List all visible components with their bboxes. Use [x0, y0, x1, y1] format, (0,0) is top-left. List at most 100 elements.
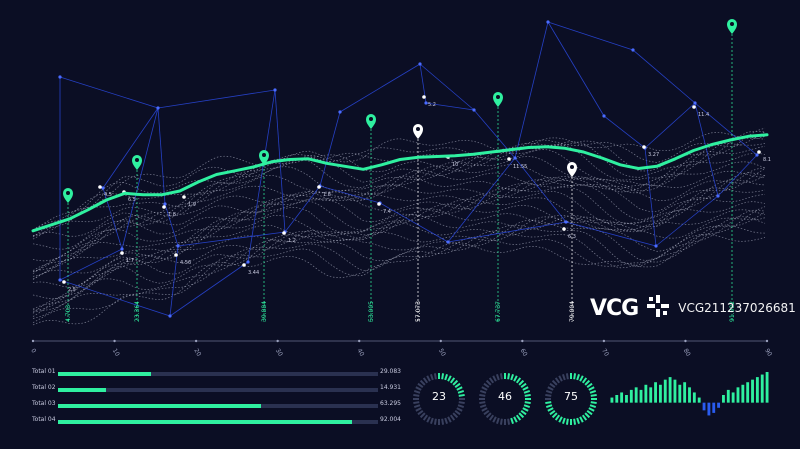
total-label: Total 03	[32, 400, 56, 407]
location-pin-icon	[413, 124, 423, 139]
ring-tick	[545, 393, 552, 397]
network-link	[157, 107, 166, 205]
wave-line	[32, 194, 766, 288]
total-value: 92.004	[380, 416, 401, 423]
total-track	[58, 420, 378, 424]
spark-bar	[755, 377, 759, 403]
total-label: Total 01	[32, 368, 56, 375]
node-label: 1.9	[188, 202, 196, 208]
network-link	[514, 21, 549, 159]
ring-tick	[581, 414, 588, 421]
spark-bar	[712, 402, 716, 413]
data-node	[317, 185, 321, 189]
ring-tick	[447, 375, 452, 382]
total-value: 29.083	[380, 368, 401, 375]
node-label: 8.1	[763, 157, 771, 163]
ring-tick	[499, 418, 503, 425]
spark-bar	[673, 379, 677, 403]
network-link	[447, 157, 516, 243]
x-tick-label: 70	[600, 348, 610, 358]
ring-tick	[413, 404, 421, 408]
ring-tick	[507, 373, 511, 380]
wave-line	[32, 172, 766, 277]
ring-value: 23	[432, 390, 446, 403]
total-row: Total 04 92.004	[32, 416, 402, 428]
node-label: 1.8	[323, 192, 331, 198]
network-node	[693, 101, 697, 105]
ring-tick	[449, 414, 456, 421]
wave-line	[32, 201, 766, 300]
spark-bar	[634, 387, 638, 403]
x-tick	[358, 339, 361, 343]
data-node	[642, 145, 646, 149]
ring-ticks	[545, 373, 597, 425]
ring-tick	[554, 414, 561, 421]
spark-bar	[639, 389, 643, 403]
ring-tick	[586, 409, 593, 416]
ring-tick	[496, 417, 500, 425]
node-label: 2.5	[68, 287, 76, 293]
network-node	[58, 75, 62, 79]
network-node	[120, 247, 124, 251]
spark-bar	[760, 374, 764, 403]
data-node	[120, 251, 124, 255]
ring-tick	[562, 417, 566, 425]
network-link	[284, 185, 321, 233]
ring-tick	[565, 418, 569, 425]
wave-line	[32, 206, 766, 310]
spark-bar	[644, 384, 648, 403]
total-label: Total 02	[32, 384, 56, 391]
data-node	[174, 253, 178, 257]
ring-tick	[447, 416, 452, 423]
x-tick	[684, 339, 687, 343]
ring-tick	[549, 409, 556, 416]
location-pin-icon	[727, 19, 737, 34]
network-link	[694, 102, 758, 156]
network-node	[156, 106, 160, 110]
spark-bar	[751, 379, 754, 403]
total-track	[58, 388, 378, 392]
marker-value: 57.073	[415, 301, 422, 322]
wave-line	[32, 209, 766, 313]
ring-tick	[415, 386, 422, 391]
ring-tick	[419, 412, 426, 419]
network-link	[632, 49, 696, 104]
x-tick	[276, 339, 279, 343]
marker-value: 39.884	[261, 301, 268, 322]
ring-tick	[576, 417, 580, 425]
node-label: 10	[452, 162, 458, 168]
ring-gauge: 75	[542, 370, 600, 428]
ring-tick	[413, 390, 421, 394]
sparkline-bar-chart	[610, 372, 769, 416]
data-node	[98, 185, 102, 189]
x-tick	[765, 339, 769, 343]
total-row: Total 03 63.295	[32, 400, 402, 412]
network-node	[513, 156, 517, 160]
spark-bar	[649, 387, 653, 403]
network-link	[59, 279, 171, 317]
network-link	[169, 261, 249, 317]
ring-tick	[456, 386, 463, 391]
network-link	[565, 221, 657, 247]
spark-bar	[654, 382, 657, 403]
spark-bar	[765, 372, 769, 403]
network-link	[379, 202, 449, 243]
wave-surface	[32, 127, 766, 326]
wave-line	[32, 161, 766, 262]
x-tick	[113, 339, 116, 343]
network-node	[163, 202, 167, 206]
ring-tick	[485, 412, 492, 419]
ring-tick	[520, 382, 527, 389]
total-value: 14.931	[380, 384, 401, 391]
network-node	[546, 20, 550, 24]
total-value: 63.295	[380, 400, 401, 407]
ring-tick	[444, 417, 448, 425]
ring-tick	[483, 382, 490, 389]
wave-line	[32, 170, 766, 272]
network-node	[654, 244, 658, 248]
wave-line	[32, 224, 766, 324]
ring-tick	[513, 375, 518, 382]
ring-tick	[481, 407, 488, 412]
ring-tick	[422, 377, 429, 384]
ring-tick	[458, 393, 465, 397]
